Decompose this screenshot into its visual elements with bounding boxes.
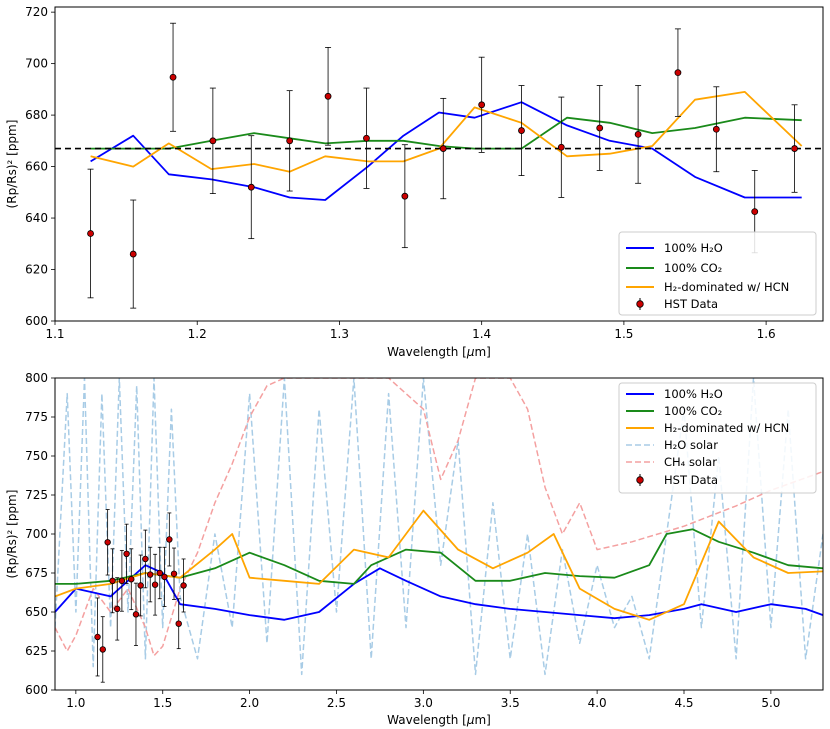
bot-hst-point	[128, 576, 135, 583]
bot-hst-point	[180, 582, 187, 589]
bot-xtick-label: 4.0	[588, 696, 607, 710]
top-legend: 100% H₂O 100% CO₂ H₂-dominated w/ HCN HS…	[618, 231, 817, 316]
top-legend-co2-label: 100% CO₂	[664, 261, 722, 275]
bot-xtick-label: 2.0	[240, 696, 259, 710]
bot-ytick-label: 800	[25, 371, 48, 385]
top-hst-point	[324, 92, 332, 100]
top-ytick-label: 720	[25, 5, 48, 19]
bottom-legend: 100% H₂O 100% CO₂ H₂-dominated w/ HCN H₂…	[618, 382, 817, 494]
bottom-legend-h2o-label: 100% H₂O	[664, 387, 723, 401]
bot-hst-point	[151, 581, 159, 588]
bottom-legend-ch4-solar-label: CH₄ solar	[664, 455, 717, 469]
top-hst-point	[129, 250, 137, 258]
top-ytick-label: 640	[25, 211, 48, 225]
top-hst-point	[634, 131, 642, 138]
top-legend-hst-label: HST Data	[664, 297, 718, 311]
bot-ytick-label: 700	[25, 527, 48, 541]
bottom-ylabel: (Rp/Rs)² [ppm]	[5, 490, 19, 579]
top-legend-hcn-label: H₂-dominated w/ HCN	[664, 280, 789, 294]
bot-series-ch4-solar	[55, 378, 823, 657]
bot-series-100-h2o	[55, 564, 823, 621]
top-series-h2-dominated-w-hcn	[90, 91, 803, 173]
top-hst-point	[401, 192, 409, 200]
bot-ytick-label: 750	[25, 449, 48, 463]
top-xtick-label: 1.3	[330, 327, 349, 341]
top-xtick-label: 1.5	[614, 327, 633, 341]
top-hst-point	[712, 125, 720, 133]
bot-hst-point	[161, 573, 168, 581]
top-hst-point	[247, 183, 255, 191]
top-ytick-label: 660	[25, 160, 48, 174]
top-hst-point	[478, 101, 486, 109]
bot-hst-point	[118, 577, 126, 584]
bottom-panel: 1.0 1.5 2.0 2.5 3.0 3.5 4.0 4.5 5.0 600 625 650 675…	[5, 371, 824, 727]
top-plot-frame	[54, 6, 824, 322]
bot-xtick-label: 4.5	[674, 696, 693, 710]
bot-ytick-label: 650	[25, 605, 48, 619]
top-hst-point	[87, 230, 94, 237]
top-hst-point	[751, 208, 759, 216]
bottom-legend-hst-label: HST Data	[664, 473, 718, 487]
top-ytick-label: 620	[25, 263, 48, 277]
bot-hst-point	[109, 577, 116, 584]
bot-hst-point	[123, 550, 130, 558]
top-series-100-co2	[90, 116, 802, 150]
bot-hst-point	[175, 620, 182, 627]
bottom-xlabel: Wavelength [μm]	[387, 713, 491, 727]
bot-ytick-label: 725	[25, 488, 48, 502]
top-panel: 1.1 1.2 1.3 1.4 1.5 1.6 600 620 640 660 680 700 720…	[5, 5, 824, 359]
bot-hst-point	[142, 555, 149, 563]
bot-xtick-label: 2.5	[327, 696, 346, 710]
top-xtick-label: 1.1	[45, 327, 64, 341]
bot-hst-point	[137, 582, 144, 589]
bot-ytick-label: 625	[25, 644, 48, 658]
bot-hst-point	[132, 611, 140, 618]
top-xtick-label: 1.6	[757, 327, 776, 341]
top-xlabel: Wavelength [μm]	[387, 345, 491, 359]
bot-ytick-label: 600	[25, 683, 48, 697]
bottom-legend-co2-label: 100% CO₂	[664, 404, 722, 418]
top-ytick-label: 600	[25, 314, 48, 328]
top-hst-point	[791, 145, 798, 152]
top-hst-point	[674, 69, 682, 77]
bot-hst-point	[104, 539, 111, 546]
bot-hst-point	[147, 571, 154, 578]
top-series-100-h2o	[90, 101, 802, 201]
top-hst-point	[363, 134, 370, 142]
top-hst-point	[439, 145, 447, 152]
bot-hst-point	[99, 646, 106, 653]
bottom-legend-hst-marker	[636, 476, 644, 484]
bot-ytick-label: 675	[25, 566, 48, 580]
top-ytick-label: 700	[25, 57, 48, 71]
top-hst-point	[518, 127, 525, 134]
bot-hst-point	[156, 569, 163, 577]
top-ytick-label: 680	[25, 108, 48, 122]
top-hst-point	[286, 137, 294, 145]
bot-xtick-label: 1.0	[66, 696, 85, 710]
bot-xtick-label: 3.5	[501, 696, 520, 710]
bot-series-h2-dominated-w-hcn	[55, 509, 823, 621]
bot-hst-point	[94, 633, 101, 641]
top-ylabel: (Rp/Rs)² [ppm]	[5, 120, 19, 209]
top-hst-point	[596, 124, 604, 132]
bot-xtick-label: 3.0	[414, 696, 433, 710]
top-hst-point	[209, 137, 217, 145]
bot-xtick-label: 1.5	[153, 696, 172, 710]
top-hst-point	[169, 73, 177, 81]
top-legend-hst-marker	[636, 300, 644, 308]
bot-hst-point	[170, 570, 178, 577]
bot-xtick-label: 5.0	[761, 696, 780, 710]
bottom-legend-h2o-solar-label: H₂O solar	[664, 438, 718, 452]
top-legend-h2o-label: 100% H₂O	[664, 241, 723, 255]
bot-ytick-label: 775	[25, 410, 48, 424]
top-xtick-label: 1.2	[188, 327, 207, 341]
bot-hst-point	[166, 536, 173, 543]
top-hst-point	[557, 143, 565, 151]
bottom-legend-hcn-label: H₂-dominated w/ HCN	[664, 421, 789, 435]
top-xtick-label: 1.4	[472, 327, 491, 341]
bot-hst-point	[114, 605, 121, 613]
